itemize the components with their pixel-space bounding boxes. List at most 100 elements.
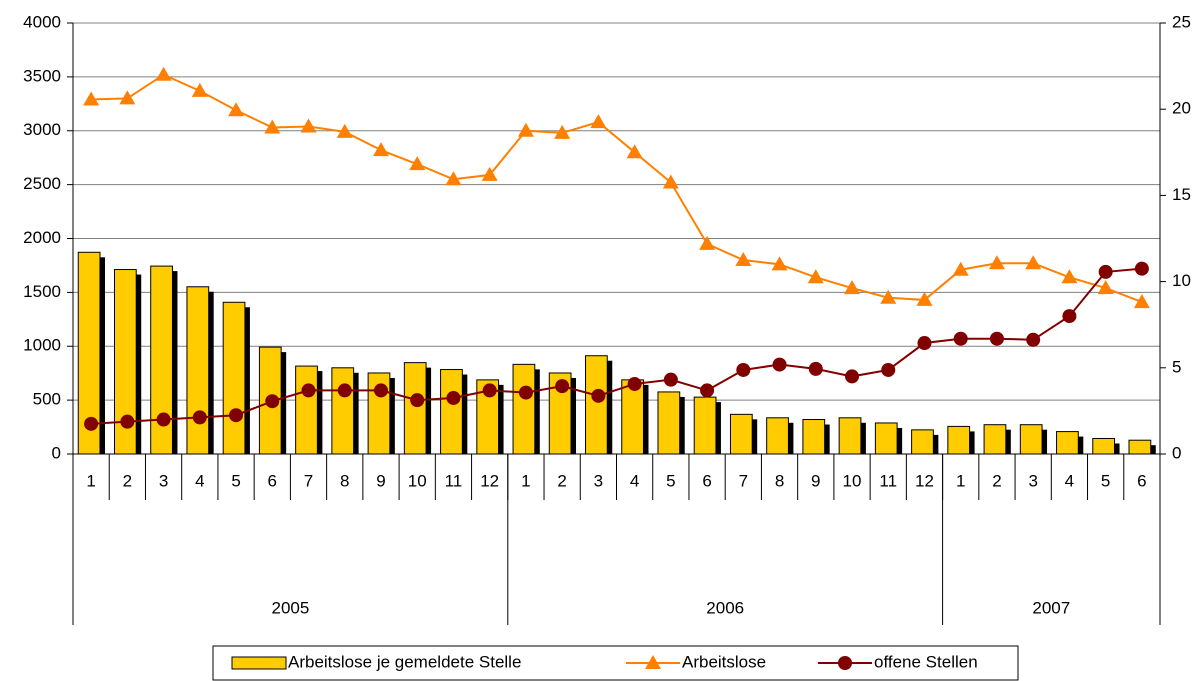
bar bbox=[657, 391, 681, 455]
x-tick-label: 1 bbox=[86, 471, 95, 490]
y-tick-label: 3500 bbox=[23, 66, 61, 85]
marker bbox=[1098, 264, 1113, 279]
marker bbox=[481, 166, 498, 181]
marker bbox=[1134, 261, 1149, 276]
x-tick-label: 2 bbox=[992, 471, 1001, 490]
marker bbox=[482, 383, 497, 398]
marker bbox=[1133, 294, 1150, 309]
bar bbox=[1092, 437, 1116, 455]
y2-tick-label: 15 bbox=[1172, 185, 1191, 204]
x-tick-label: 6 bbox=[268, 471, 277, 490]
group-label: 2006 bbox=[706, 598, 744, 617]
line bbox=[91, 73, 1143, 304]
bar bbox=[1019, 424, 1043, 455]
marker bbox=[591, 388, 606, 403]
legend-label: Arbeitslose je gemeldete Stelle bbox=[288, 652, 521, 671]
marker bbox=[191, 82, 208, 97]
marker bbox=[337, 383, 352, 398]
x-tick-label: 4 bbox=[630, 471, 639, 490]
marker bbox=[1061, 269, 1078, 284]
marker bbox=[808, 361, 823, 376]
marker bbox=[373, 383, 388, 398]
marker bbox=[1025, 255, 1042, 270]
bar bbox=[222, 301, 246, 455]
x-tick-label: 5 bbox=[231, 471, 240, 490]
marker bbox=[988, 255, 1005, 270]
marker bbox=[917, 336, 932, 351]
legend-box bbox=[212, 645, 1019, 681]
marker bbox=[880, 289, 897, 304]
marker bbox=[301, 383, 316, 398]
marker bbox=[952, 261, 969, 276]
marker bbox=[1097, 280, 1114, 295]
bar bbox=[186, 286, 210, 455]
bar bbox=[983, 424, 1007, 455]
group-label: 2005 bbox=[271, 598, 309, 617]
bar bbox=[911, 429, 934, 455]
marker bbox=[699, 235, 716, 250]
y-tick-label: 1000 bbox=[23, 336, 61, 355]
marker bbox=[84, 416, 99, 431]
x-tick-label: 4 bbox=[1065, 471, 1074, 490]
bar bbox=[802, 419, 826, 455]
bar bbox=[585, 355, 608, 455]
x-tick-label: 3 bbox=[159, 471, 168, 490]
marker bbox=[120, 414, 135, 429]
group-label: 2007 bbox=[1032, 598, 1070, 617]
marker bbox=[663, 372, 678, 387]
marker bbox=[229, 408, 244, 423]
y2-tick-label: 10 bbox=[1172, 271, 1191, 290]
x-tick-label: 1 bbox=[521, 471, 530, 490]
x-tick-label: 8 bbox=[340, 471, 349, 490]
x-tick-label: 7 bbox=[304, 471, 313, 490]
marker bbox=[445, 171, 462, 186]
x-tick-label: 6 bbox=[702, 471, 711, 490]
x-tick-label: 1 bbox=[956, 471, 965, 490]
x-tick-label: 11 bbox=[879, 471, 897, 490]
x-tick-label: 2 bbox=[123, 471, 132, 490]
marker bbox=[446, 390, 461, 405]
legend-swatch bbox=[231, 656, 287, 670]
marker bbox=[844, 280, 861, 295]
x-tick-label: 3 bbox=[1028, 471, 1037, 490]
legend-marker bbox=[838, 656, 852, 670]
marker bbox=[590, 114, 607, 129]
marker bbox=[518, 385, 533, 400]
y-tick-label: 1500 bbox=[23, 282, 61, 301]
x-tick-label: 12 bbox=[915, 471, 934, 490]
marker bbox=[626, 144, 643, 159]
marker bbox=[1026, 332, 1041, 347]
y-tick-label: 500 bbox=[33, 390, 61, 409]
marker bbox=[772, 357, 787, 372]
x-tick-label: 8 bbox=[775, 471, 784, 490]
marker bbox=[807, 269, 824, 284]
marker bbox=[264, 119, 281, 134]
x-tick-label: 6 bbox=[1137, 471, 1146, 490]
x-tick-label: 2 bbox=[557, 471, 566, 490]
bar bbox=[331, 367, 355, 455]
bar bbox=[621, 379, 644, 455]
y-tick-label: 2000 bbox=[23, 228, 61, 247]
marker bbox=[627, 376, 642, 391]
y2-tick-label: 20 bbox=[1172, 99, 1191, 118]
marker bbox=[700, 383, 715, 398]
marker bbox=[736, 362, 751, 377]
marker bbox=[735, 252, 752, 267]
bar bbox=[512, 363, 536, 455]
y-tick-label: 2500 bbox=[23, 174, 61, 193]
bar bbox=[1128, 439, 1152, 455]
x-tick-label: 10 bbox=[843, 471, 862, 490]
bar bbox=[693, 396, 717, 455]
bar bbox=[440, 369, 463, 455]
bar bbox=[874, 422, 898, 455]
marker bbox=[265, 394, 280, 409]
bar bbox=[403, 362, 427, 455]
marker bbox=[336, 123, 353, 138]
x-tick-label: 4 bbox=[195, 471, 204, 490]
marker bbox=[119, 90, 136, 105]
y-tick-label: 0 bbox=[52, 443, 61, 462]
x-tick-label: 12 bbox=[480, 471, 499, 490]
marker bbox=[845, 369, 860, 384]
bar bbox=[947, 425, 971, 455]
